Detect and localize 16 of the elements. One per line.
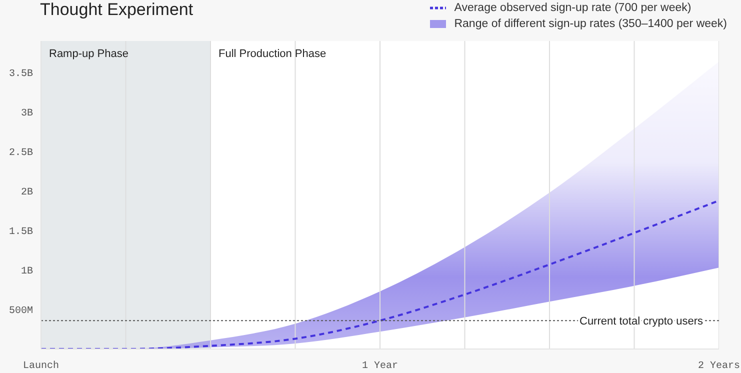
band-label: Full Production Phase: [218, 48, 326, 60]
chart-title: Thought Experiment: [40, 0, 194, 20]
x-tick-label: 2 Years: [698, 361, 740, 372]
y-tick-label: 1B: [20, 266, 33, 278]
band-label: Ramp-up Phase: [49, 48, 128, 60]
legend-label: Average observed sign-up rate (700 per week): [454, 2, 692, 14]
x-tick-label: 1 Year: [362, 361, 398, 372]
ref-line-label: Current total crypto users: [580, 316, 704, 328]
y-tick-label: 1.5B: [8, 227, 33, 238]
text: Range of different sign-up rates (350–1400 per week): [454, 18, 727, 30]
y-tick-label: 500M: [8, 306, 33, 318]
x-tick-label: Launch: [22, 360, 60, 372]
y-tick-label: 3B: [20, 108, 33, 120]
y-tick-label: 2.5B: [8, 148, 33, 160]
y-tick-label: 3.5B: [8, 69, 33, 80]
y-tick-label: 2B: [20, 188, 33, 199]
